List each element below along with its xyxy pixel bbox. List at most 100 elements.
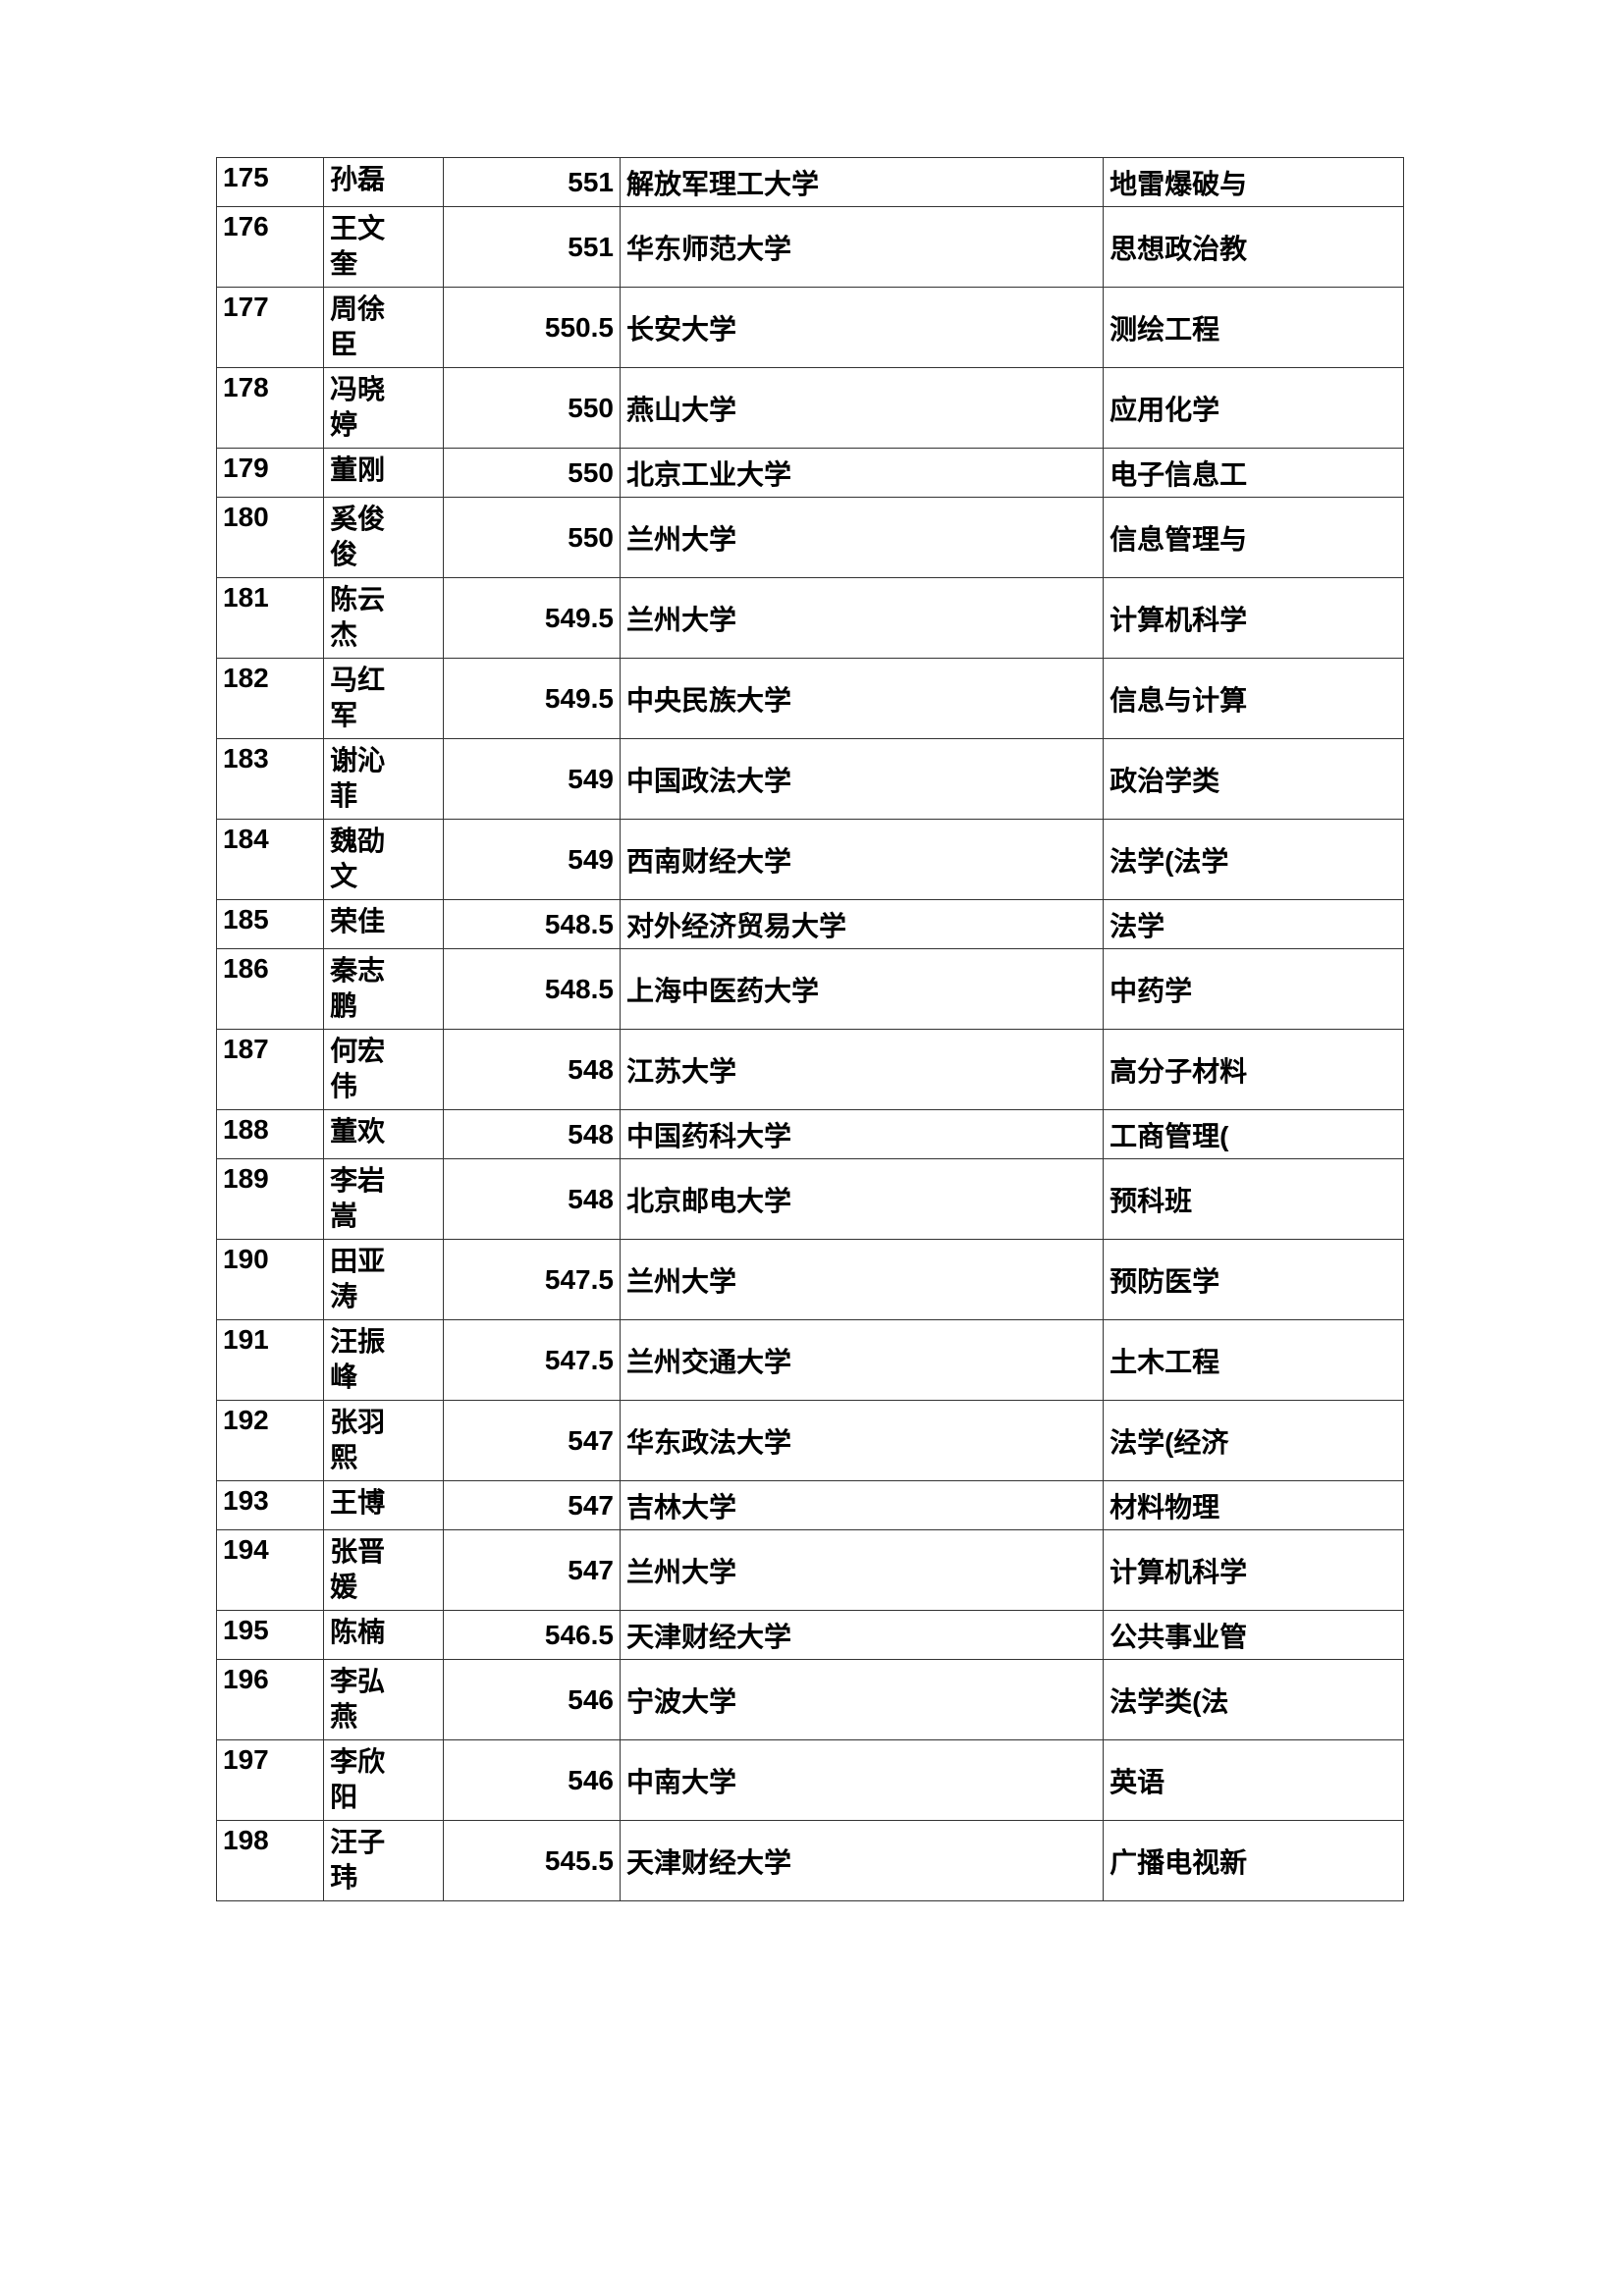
table-body: 175孙磊551解放军理工大学地雷爆破与176王文奎551华东师范大学思想政治教… xyxy=(217,158,1404,1901)
cell-id: 186 xyxy=(217,949,324,1030)
cell-major: 地雷爆破与 xyxy=(1104,158,1404,207)
cell-id: 181 xyxy=(217,578,324,659)
cell-major: 工商管理( xyxy=(1104,1110,1404,1159)
cell-name: 陈云杰 xyxy=(324,578,444,659)
cell-id: 197 xyxy=(217,1740,324,1821)
cell-major: 法学(法学 xyxy=(1104,820,1404,900)
table-row: 188董欢548中国药科大学工商管理( xyxy=(217,1110,1404,1159)
cell-major: 应用化学 xyxy=(1104,368,1404,449)
cell-name: 王文奎 xyxy=(324,207,444,288)
cell-university: 兰州大学 xyxy=(620,578,1103,659)
cell-score: 546.5 xyxy=(444,1611,621,1660)
cell-university: 兰州大学 xyxy=(620,1530,1103,1611)
cell-id: 192 xyxy=(217,1401,324,1481)
cell-name: 马红军 xyxy=(324,659,444,739)
cell-score: 547.5 xyxy=(444,1240,621,1320)
cell-university: 长安大学 xyxy=(620,288,1103,368)
cell-university: 对外经济贸易大学 xyxy=(620,900,1103,949)
table-row: 198汪子玮545.5天津财经大学广播电视新 xyxy=(217,1821,1404,1901)
cell-name: 谢沁菲 xyxy=(324,739,444,820)
cell-name: 李岩嵩 xyxy=(324,1159,444,1240)
cell-name: 汪子玮 xyxy=(324,1821,444,1901)
cell-university: 燕山大学 xyxy=(620,368,1103,449)
cell-id: 190 xyxy=(217,1240,324,1320)
cell-major: 思想政治教 xyxy=(1104,207,1404,288)
table-row: 182马红军549.5中央民族大学信息与计算 xyxy=(217,659,1404,739)
cell-name: 周徐臣 xyxy=(324,288,444,368)
cell-name: 王博 xyxy=(324,1481,444,1530)
cell-score: 549 xyxy=(444,820,621,900)
cell-university: 兰州大学 xyxy=(620,498,1103,578)
cell-university: 吉林大学 xyxy=(620,1481,1103,1530)
cell-id: 196 xyxy=(217,1660,324,1740)
table-row: 190田亚涛547.5兰州大学预防医学 xyxy=(217,1240,1404,1320)
cell-score: 547.5 xyxy=(444,1320,621,1401)
cell-id: 193 xyxy=(217,1481,324,1530)
cell-score: 550 xyxy=(444,498,621,578)
table-row: 176王文奎551华东师范大学思想政治教 xyxy=(217,207,1404,288)
cell-university: 北京邮电大学 xyxy=(620,1159,1103,1240)
cell-name: 荣佳 xyxy=(324,900,444,949)
cell-university: 宁波大学 xyxy=(620,1660,1103,1740)
table-row: 191汪振峰547.5兰州交通大学土木工程 xyxy=(217,1320,1404,1401)
cell-major: 预防医学 xyxy=(1104,1240,1404,1320)
cell-name: 李弘燕 xyxy=(324,1660,444,1740)
table-row: 178冯晓婷550燕山大学应用化学 xyxy=(217,368,1404,449)
cell-university: 中央民族大学 xyxy=(620,659,1103,739)
cell-major: 计算机科学 xyxy=(1104,1530,1404,1611)
cell-score: 550 xyxy=(444,449,621,498)
cell-major: 电子信息工 xyxy=(1104,449,1404,498)
cell-id: 178 xyxy=(217,368,324,449)
cell-id: 177 xyxy=(217,288,324,368)
cell-major: 法学 xyxy=(1104,900,1404,949)
cell-university: 江苏大学 xyxy=(620,1030,1103,1110)
cell-id: 187 xyxy=(217,1030,324,1110)
cell-major: 中药学 xyxy=(1104,949,1404,1030)
table-row: 189李岩嵩548北京邮电大学预科班 xyxy=(217,1159,1404,1240)
cell-major: 材料物理 xyxy=(1104,1481,1404,1530)
table-row: 184魏劭文549西南财经大学法学(法学 xyxy=(217,820,1404,900)
cell-name: 魏劭文 xyxy=(324,820,444,900)
cell-major: 测绘工程 xyxy=(1104,288,1404,368)
table-row: 179董刚550北京工业大学电子信息工 xyxy=(217,449,1404,498)
cell-name: 张晋媛 xyxy=(324,1530,444,1611)
cell-name: 奚俊俊 xyxy=(324,498,444,578)
cell-score: 546 xyxy=(444,1740,621,1821)
cell-score: 548.5 xyxy=(444,900,621,949)
cell-name: 董欢 xyxy=(324,1110,444,1159)
cell-university: 天津财经大学 xyxy=(620,1611,1103,1660)
table-row: 181陈云杰549.5兰州大学计算机科学 xyxy=(217,578,1404,659)
cell-score: 550.5 xyxy=(444,288,621,368)
table-row: 197李欣阳546中南大学英语 xyxy=(217,1740,1404,1821)
cell-university: 解放军理工大学 xyxy=(620,158,1103,207)
cell-id: 194 xyxy=(217,1530,324,1611)
cell-score: 547 xyxy=(444,1530,621,1611)
cell-major: 法学类(法 xyxy=(1104,1660,1404,1740)
cell-id: 179 xyxy=(217,449,324,498)
cell-score: 549.5 xyxy=(444,659,621,739)
cell-id: 189 xyxy=(217,1159,324,1240)
table-row: 175孙磊551解放军理工大学地雷爆破与 xyxy=(217,158,1404,207)
cell-university: 中国政法大学 xyxy=(620,739,1103,820)
cell-university: 兰州大学 xyxy=(620,1240,1103,1320)
cell-id: 182 xyxy=(217,659,324,739)
cell-major: 土木工程 xyxy=(1104,1320,1404,1401)
cell-name: 秦志鹏 xyxy=(324,949,444,1030)
cell-id: 180 xyxy=(217,498,324,578)
cell-score: 548 xyxy=(444,1110,621,1159)
table-row: 195陈楠546.5天津财经大学公共事业管 xyxy=(217,1611,1404,1660)
cell-university: 兰州交通大学 xyxy=(620,1320,1103,1401)
student-table: 175孙磊551解放军理工大学地雷爆破与176王文奎551华东师范大学思想政治教… xyxy=(216,157,1404,1901)
cell-major: 法学(经济 xyxy=(1104,1401,1404,1481)
cell-score: 550 xyxy=(444,368,621,449)
cell-major: 信息与计算 xyxy=(1104,659,1404,739)
cell-score: 549.5 xyxy=(444,578,621,659)
cell-id: 185 xyxy=(217,900,324,949)
cell-university: 中南大学 xyxy=(620,1740,1103,1821)
cell-name: 何宏伟 xyxy=(324,1030,444,1110)
cell-major: 信息管理与 xyxy=(1104,498,1404,578)
table-row: 193王博547吉林大学材料物理 xyxy=(217,1481,1404,1530)
cell-score: 551 xyxy=(444,207,621,288)
cell-score: 546 xyxy=(444,1660,621,1740)
cell-score: 549 xyxy=(444,739,621,820)
